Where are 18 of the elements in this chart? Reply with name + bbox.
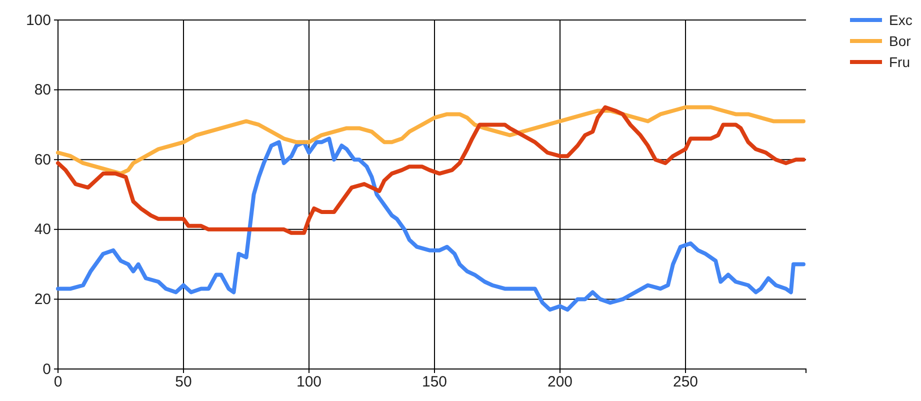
x-tick-label: 150 — [422, 374, 448, 391]
y-tick-label: 60 — [34, 151, 51, 168]
legend-label: Bor — [889, 33, 912, 49]
x-tick-label: 0 — [54, 374, 62, 391]
legend-label: Exc — [889, 12, 912, 28]
y-tick-label: 100 — [26, 12, 51, 29]
y-tick-label: 40 — [34, 221, 51, 238]
line-series — [56, 136, 806, 312]
y-tick-label: 20 — [34, 291, 51, 308]
x-tick-label: 100 — [296, 374, 322, 391]
x-tick-label: 200 — [548, 374, 573, 391]
line-series — [56, 105, 806, 235]
line-series — [56, 105, 806, 176]
x-tick-label: 50 — [175, 374, 192, 391]
x-tick-label: 250 — [673, 374, 698, 391]
y-tick-label: 80 — [34, 82, 51, 99]
y-tick-label: 0 — [42, 360, 51, 378]
legend-label: Fru — [889, 54, 910, 70]
